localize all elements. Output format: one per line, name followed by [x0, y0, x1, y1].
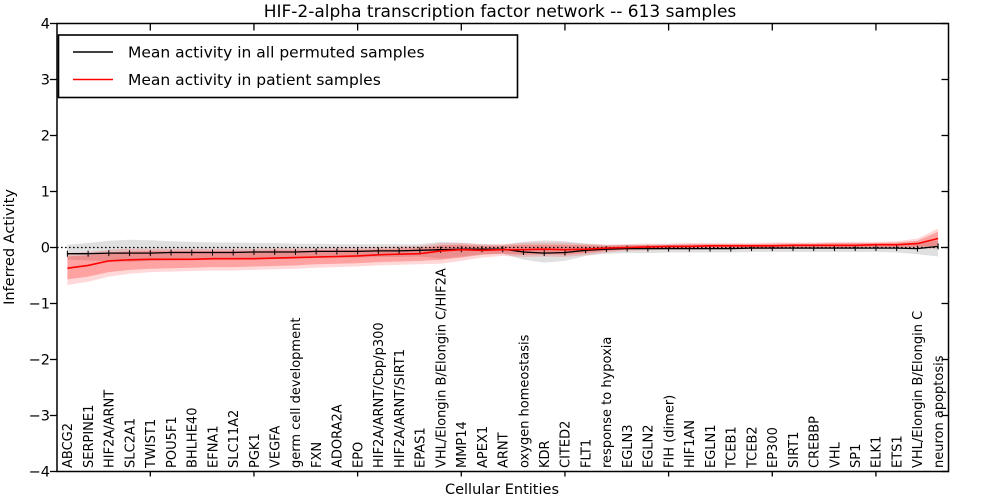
x-tick-label: neuron apoptosis	[932, 355, 947, 468]
axes-spines	[56, 22, 950, 473]
x-tick-label: FLT1	[580, 439, 595, 468]
patient-band-outer	[67, 228, 939, 285]
x-axis-label: Cellular Entities	[445, 482, 559, 498]
x-tick-label: VHL	[828, 441, 843, 468]
x-tick-label: germ cell development	[289, 318, 304, 468]
x-tick-label: response to hypoxia	[600, 337, 615, 468]
x-tick-label: CREBBP	[808, 416, 823, 468]
y-tick-label: 2	[41, 129, 50, 145]
x-tick-label: oxygen homeostasis	[517, 334, 532, 468]
x-tick-label: FIH (dimer)	[662, 395, 677, 468]
x-tick-label: ARNT	[497, 432, 512, 468]
x-tick-label: PGK1	[248, 433, 263, 468]
x-tick-label: ABCG2	[61, 423, 76, 468]
x-tick-label: HIF2A/ARNT/SIRT1	[393, 349, 408, 468]
x-tick-label: EGLN3	[621, 424, 636, 468]
x-tick-label: VEGFA	[269, 426, 284, 468]
legend-box	[57, 34, 519, 99]
x-tick-label: VHL/Elongin B/Elongin C	[911, 311, 926, 468]
y-tick-label: −4	[29, 465, 50, 481]
y-tick-label: 3	[41, 73, 50, 89]
legend-label-patient: Mean activity in patient samples	[128, 71, 381, 89]
x-tick-label: HIF2A/ARNT	[103, 390, 118, 468]
y-tick-label: −2	[29, 353, 50, 369]
x-tick-label: CITED2	[559, 421, 574, 468]
x-tick-label: EGLN2	[642, 424, 657, 468]
chart-title: HIF-2-alpha transcription factor network…	[264, 2, 737, 22]
x-tick-label: POU5F1	[165, 416, 180, 468]
x-tick-label: TWIST1	[144, 419, 159, 469]
legend-label-permuted: Mean activity in all permuted samples	[128, 44, 425, 62]
x-tick-label: FXN	[310, 442, 325, 468]
x-tick-label: TCEB1	[725, 426, 740, 469]
x-tick-label: SERPINE1	[82, 405, 97, 468]
patient-mean-line	[67, 237, 939, 269]
x-tick-label: EFNA1	[206, 425, 221, 468]
patient-band-inner	[67, 231, 939, 280]
x-tick-label: EP300	[766, 427, 781, 468]
x-tick-label: HIF2A/ARNT/Cbp/p300	[372, 322, 387, 468]
axis-ticks	[50, 22, 949, 477]
legend-entry-permuted: Mean activity in all permuted samples	[73, 44, 425, 62]
x-tick-label: MMP14	[455, 421, 470, 468]
y-tick-labels: 4 3 2 1 0 −1 −2 −3 −4	[29, 17, 50, 481]
x-tick-label: SLC11A2	[227, 410, 242, 468]
x-tick-label: SIRT1	[787, 432, 802, 468]
y-tick-label: 0	[41, 241, 50, 257]
y-tick-label: 1	[41, 185, 50, 201]
x-tick-label: EPO	[351, 442, 366, 468]
x-tick-labels: ABCG2 SERPINE1 HIF2A/ARNT SLC2A1 TWIST1 POU5F…	[61, 268, 947, 469]
x-tick-label: ETS1	[891, 435, 906, 468]
y-tick-label: −3	[29, 409, 50, 425]
x-tick-label: BHLHE40	[186, 408, 201, 468]
y-axis-label: Inferred Activity	[2, 189, 18, 305]
y-tick-label: 4	[41, 17, 50, 33]
legend-entry-patient: Mean activity in patient samples	[73, 71, 381, 89]
x-tick-label: EPAS1	[414, 427, 429, 468]
x-tick-label: SP1	[849, 444, 864, 468]
x-tick-label: HIF1AN	[683, 420, 698, 468]
x-tick-label: ADORA2A	[331, 404, 346, 468]
plot-area: ABCG2 SERPINE1 HIF2A/ARNT SLC2A1 TWIST1 POU5F…	[57, 228, 949, 469]
legend: Mean activity in all permuted samples Me…	[57, 34, 519, 99]
x-tick-label: SLC2A1	[123, 418, 138, 468]
x-tick-label: VHL/Elongin B/Elongin C/HIF2A	[434, 268, 449, 468]
x-tick-label: TCEB2	[745, 426, 760, 469]
y-tick-label: −1	[29, 297, 50, 313]
x-tick-label: ELK1	[870, 436, 885, 468]
x-tick-label: KDR	[538, 440, 553, 468]
x-tick-label: APEX1	[476, 426, 491, 468]
x-tick-label: EGLN1	[704, 424, 719, 468]
